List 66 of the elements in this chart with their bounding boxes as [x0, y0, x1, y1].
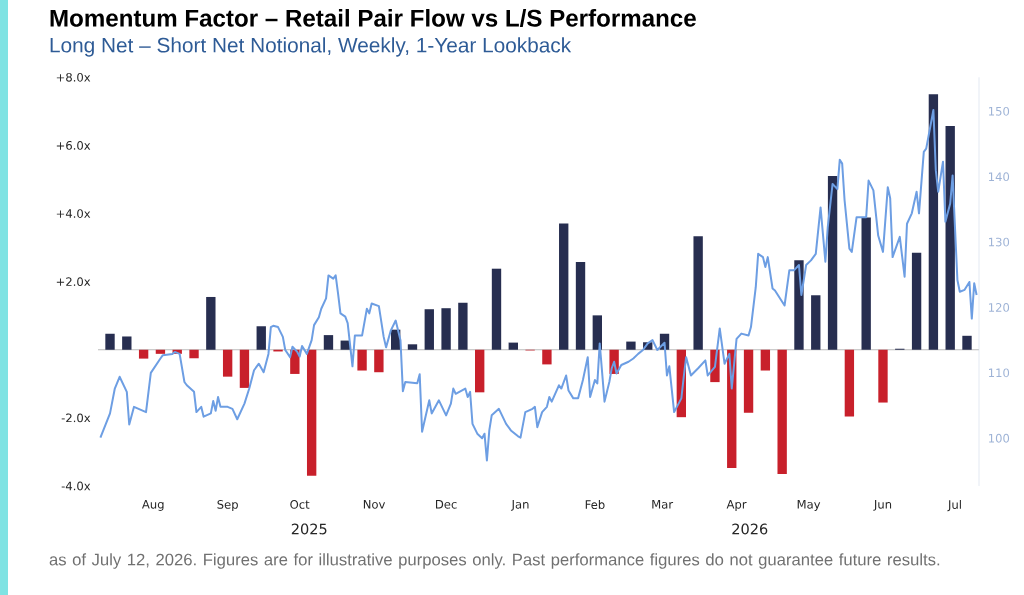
bar: [222, 349, 233, 377]
bar: [878, 349, 888, 403]
x-tick-label: Feb: [585, 500, 605, 510]
bar: [827, 176, 838, 350]
chart-subtitle: Long Net – Short Net Notional, Weekly, 1-Year Lookback: [50, 37, 572, 57]
y2-tick-label: 100: [988, 433, 1010, 443]
bar: [441, 308, 451, 350]
bar: [357, 349, 367, 371]
bar: [206, 296, 216, 350]
bar: [760, 349, 771, 371]
y2-tick-label: 120: [988, 303, 1010, 312]
x-tick-label: Sep: [217, 500, 238, 512]
y-tick-label: +4.0x: [56, 209, 91, 218]
x-tick-label: Apr: [726, 500, 747, 511]
bar: [105, 333, 115, 350]
text: 2026: [732, 523, 768, 535]
bar: [122, 336, 132, 350]
bar: [508, 342, 518, 350]
y2-tick-label: 150: [988, 106, 1010, 116]
x-tick-label: May: [797, 500, 821, 511]
text: 2025: [291, 523, 327, 535]
bar: [811, 295, 821, 350]
bar: [239, 349, 250, 388]
bar: [592, 315, 602, 350]
bar: [458, 302, 468, 350]
y2-tick-label: 140: [988, 172, 1010, 182]
x-tick-label: Mar: [652, 500, 674, 509]
bar: [911, 252, 922, 350]
x-tick-label: Jan: [510, 500, 529, 511]
bar: [256, 326, 266, 350]
bar: [743, 349, 754, 413]
bar: [491, 268, 502, 350]
x-tick-label: Aug: [141, 500, 164, 511]
y-tick-label: -2.0x: [61, 413, 91, 423]
bar: [424, 309, 434, 350]
bar: [844, 349, 855, 417]
bar: [189, 349, 199, 359]
x-tick-label: Oct: [290, 500, 310, 509]
y-tick-label: -4.0x: [61, 481, 91, 491]
bar: [559, 223, 569, 350]
x-tick-label: Dec: [435, 500, 457, 509]
y-tick-label: +2.0x: [56, 277, 91, 287]
text: as of July 12, 2026. Figures are for illustrative purposes only. Past performance figures do not guarantee future results.: [49, 553, 940, 569]
bar: [861, 217, 871, 350]
bar: [777, 349, 787, 475]
y2-tick-label: 130: [988, 237, 1010, 247]
bar: [575, 261, 586, 350]
bar: [693, 236, 703, 350]
line-series: [99, 108, 978, 462]
bar: [962, 335, 972, 350]
y-tick-label: +6.0x: [56, 141, 91, 150]
x-tick-label: Nov: [363, 500, 386, 509]
y2-tick-label: 110: [988, 368, 1010, 378]
bar: [155, 349, 166, 354]
bar: [475, 349, 485, 393]
bar: [542, 349, 552, 365]
x-tick-label: Jul: [947, 500, 961, 512]
bar: [138, 349, 149, 359]
bar: [323, 335, 334, 350]
chart-title: Momentum Factor – Retail Pair Flow vs L/S Performance: [50, 9, 696, 27]
bar: [374, 349, 384, 373]
bar: [626, 341, 636, 350]
x-tick-label: Jun: [873, 500, 892, 511]
bar: [407, 344, 418, 350]
bar: [306, 349, 317, 476]
y-tick-label: +8.0x: [56, 72, 91, 82]
